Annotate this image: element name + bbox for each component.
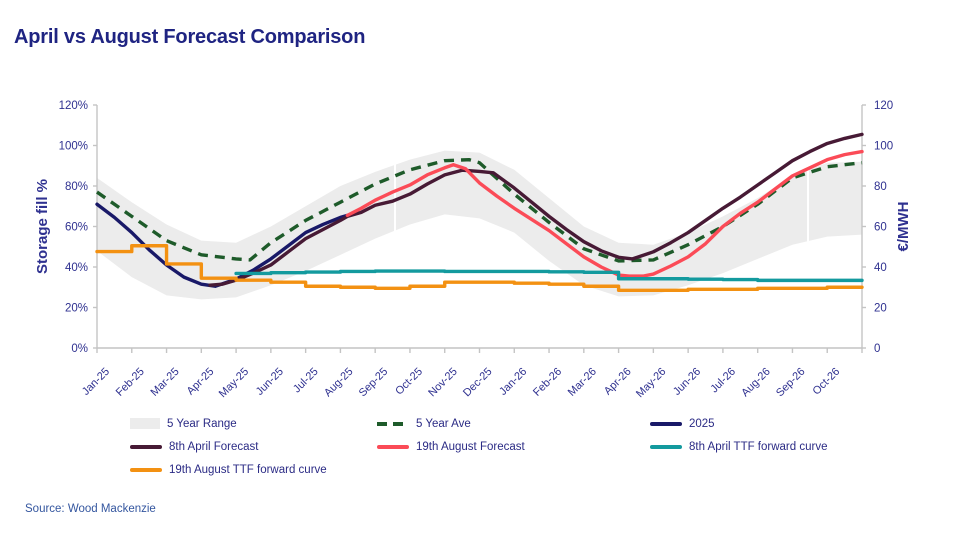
legend-label-2025: 2025: [689, 417, 715, 430]
chart-legend: 5 Year Range 5 Year Ave 2025 8th April Fore…: [130, 412, 827, 481]
right-axis-tick: 60: [874, 222, 887, 234]
x-axis-label: Jun-26: [671, 366, 703, 398]
legend-item-5-year-ave: 5 Year Ave: [377, 418, 650, 430]
legend-label-19th-august-ttf-forward-curve: 19th August TTF forward curve: [169, 463, 327, 476]
x-axis-label: May-26: [634, 366, 668, 400]
x-axis-label: Jan-26: [497, 366, 529, 398]
legend-item-2025: 2025: [650, 418, 827, 430]
legend-swatch-19th-august-forecast: [377, 444, 409, 449]
right-axis-tick: 40: [874, 262, 887, 274]
series-8th-april-ttf-forward-curve: [234, 269, 864, 283]
legend-label-8th-april-ttf-forward-curve: 8th April TTF forward curve: [689, 440, 828, 453]
legend-item-8th-april-forecast: 8th April Forecast: [130, 441, 377, 453]
five-year-range-band: [97, 150, 862, 300]
right-axis-tick: 20: [874, 303, 887, 315]
legend-item-19th-august-forecast: 19th August Forecast: [377, 441, 650, 453]
left-axis-tick: 20%: [65, 303, 88, 315]
x-axis-label: May-25: [217, 366, 251, 400]
legend-item-5-year-range: 5 Year Range: [130, 418, 377, 430]
legend-swatch-2025: [650, 421, 682, 426]
legend-label-19th-august-forecast: 19th August Forecast: [416, 440, 525, 453]
x-axis-label: Jul-26: [708, 366, 738, 396]
x-axis-label: Jul-25: [291, 366, 321, 396]
x-axis-label: Sep-25: [357, 366, 391, 400]
x-axis-label: Jan-25: [80, 366, 112, 398]
legend-swatch-8th-april-forecast: [130, 444, 162, 449]
right-axis-tick: 120: [874, 100, 893, 112]
legend-label-5-year-range: 5 Year Range: [167, 417, 237, 430]
series-8th-april-forecast: [208, 132, 864, 287]
legend-label-8th-april-forecast: 8th April Forecast: [169, 440, 259, 453]
x-axis-label: Aug-26: [739, 366, 773, 400]
x-axis-label: Dec-25: [461, 366, 495, 400]
x-axis-label: Apr-26: [602, 366, 634, 398]
left-axis-tick: 80%: [65, 181, 88, 193]
x-axis-label: Mar-26: [566, 366, 599, 399]
series-5-year-ave: [96, 157, 863, 263]
legend-label-5-year-ave: 5 Year Ave: [416, 417, 471, 430]
x-axis-label: Nov-25: [426, 366, 460, 400]
chart-title: April vs August Forecast Comparison: [14, 26, 366, 48]
legend-swatch-19th-august-ttf-forward-curve: [130, 467, 162, 472]
left-axis-title: Storage fill %: [34, 179, 51, 274]
left-axis-tick: 60%: [65, 222, 88, 234]
legend-swatch-8th-april-ttf-forward-curve: [650, 444, 682, 449]
source-note: Source: Wood Mackenzie: [25, 503, 156, 515]
legend-item-8th-april-ttf-forward-curve: 8th April TTF forward curve: [650, 441, 827, 453]
legend-swatch-5-year-ave: [377, 421, 409, 426]
series-19th-august-forecast: [345, 149, 864, 278]
right-axis-tick: 100: [874, 141, 893, 153]
x-axis-label: Jun-25: [254, 366, 286, 398]
x-axis-label: Sep-26: [774, 366, 808, 400]
right-axis-tick: 0: [874, 343, 880, 355]
x-axis-label: Feb-25: [114, 366, 147, 399]
x-axis-label: Oct-25: [393, 366, 425, 398]
x-axis-label: Oct-26: [811, 366, 843, 398]
left-axis-tick: 100%: [59, 141, 88, 153]
x-axis-label: Aug-25: [322, 366, 356, 400]
x-axis-label: Mar-25: [149, 366, 182, 399]
right-axis-title: €/MWH: [895, 202, 912, 252]
series-19th-august-ttf-forward-curve: [95, 244, 864, 292]
right-axis-tick: 80: [874, 181, 887, 193]
left-axis-tick: 40%: [65, 262, 88, 274]
left-axis-tick: 120%: [59, 100, 88, 112]
x-axis-label: Feb-26: [531, 366, 564, 399]
legend-item-19th-august-ttf-forward-curve: 19th August TTF forward curve: [130, 464, 377, 476]
x-axis-label: Apr-25: [185, 366, 217, 398]
legend-swatch-5-year-range: [130, 418, 160, 429]
left-axis-tick: 0%: [71, 343, 88, 355]
